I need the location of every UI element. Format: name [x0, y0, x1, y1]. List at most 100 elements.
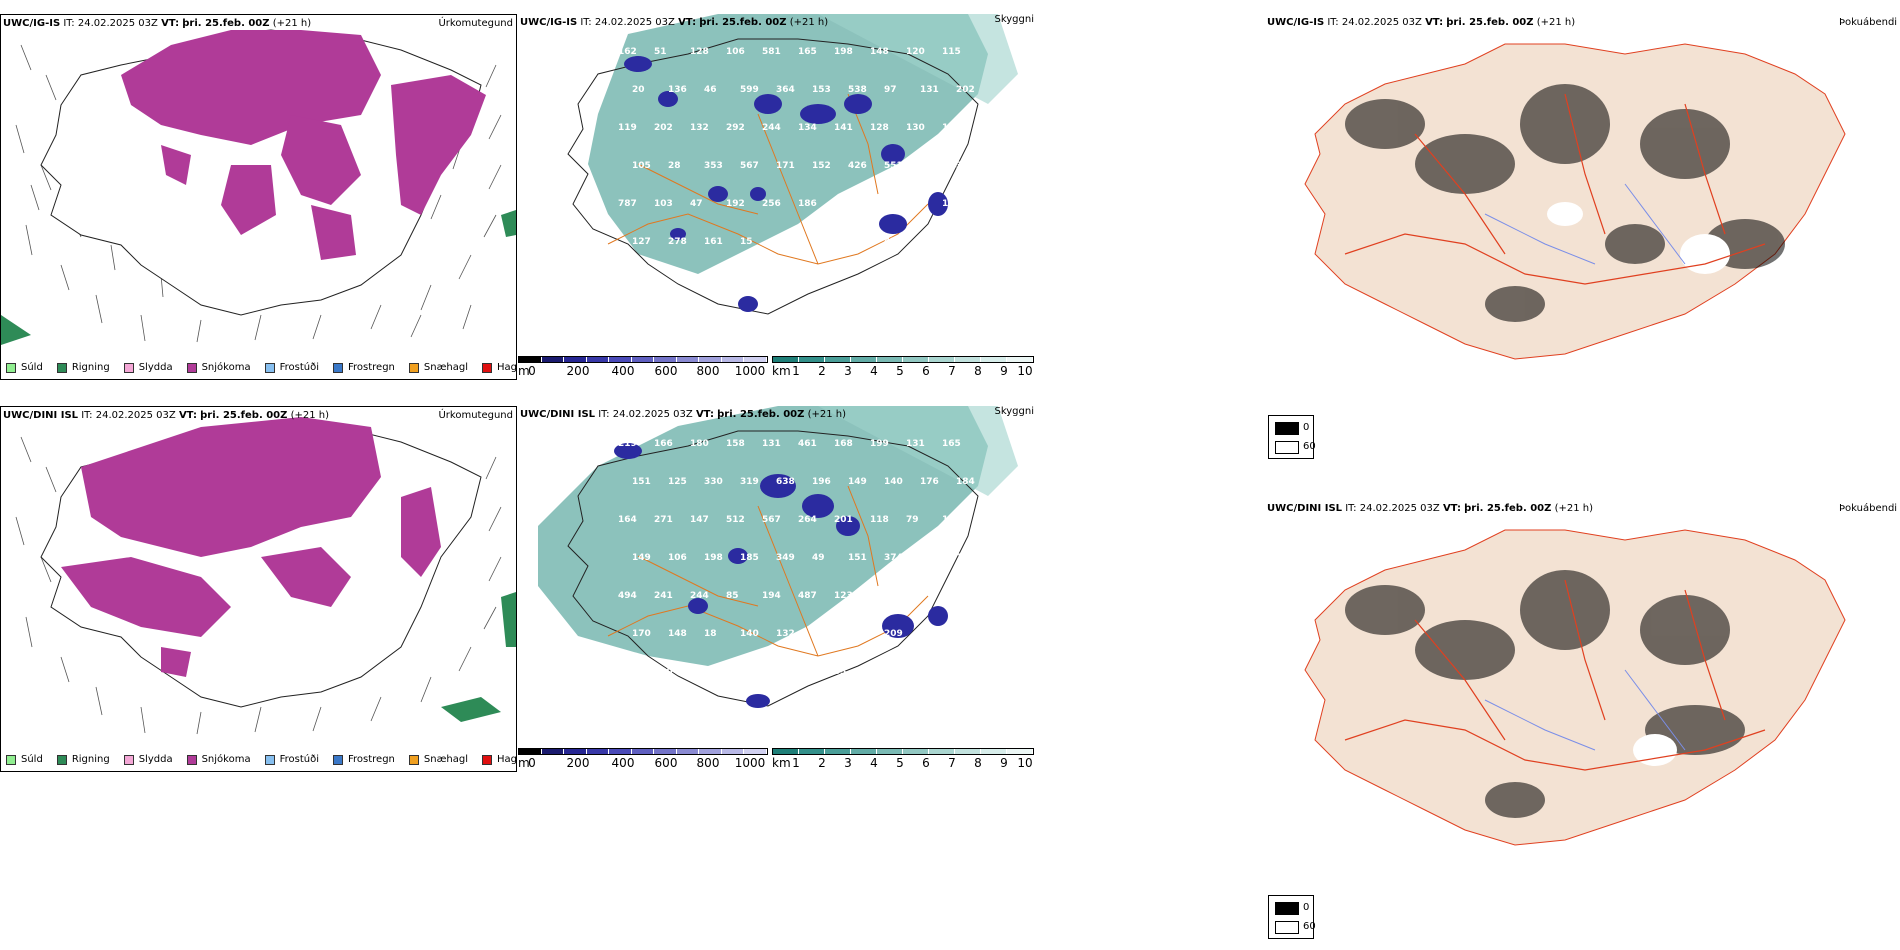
ceiling-bar: [518, 356, 768, 363]
visibility-value-label: 128: [942, 515, 961, 525]
iceland-outline: [567, 38, 979, 315]
visibility-value-label: 161: [704, 237, 723, 247]
legend-item-sudl: Súld: [6, 754, 43, 765]
visibility-value-label: 162: [618, 47, 637, 57]
visibility-value-label: 567: [740, 161, 759, 171]
panel-product-title: Þokuábendi: [1839, 17, 1898, 28]
visibility-value-label: 153: [812, 85, 831, 95]
visibility-value-label: 132: [690, 123, 709, 133]
visibility-tick: 9: [1000, 364, 1008, 378]
fog-swatch-white: [1275, 921, 1299, 934]
visibility-value-label: 112: [942, 591, 961, 601]
legend-swatch: [6, 362, 16, 373]
legend-item-rigning: Rigning: [56, 754, 110, 765]
legend-item-frostregn: Frostregn: [333, 754, 395, 765]
legend-swatch: [123, 754, 134, 765]
visibility-value-label: 494: [618, 591, 637, 601]
visibility-value-label: 414: [920, 553, 939, 563]
visibility-value-label: 551: [884, 161, 903, 171]
visibility-value-label: 165: [920, 629, 939, 639]
visibility-value-label: 15: [740, 237, 753, 247]
visibility-value-label: 171: [776, 161, 795, 171]
legend-item-haglel: Haglél: [482, 362, 516, 373]
legend-swatch: [56, 362, 67, 373]
ceiling-tick: 400: [611, 756, 635, 770]
visibility-value-label: 364: [956, 161, 975, 171]
precip-type-panel-top: UWC/IG-IS IT: 24.02.2025 03Z VT: þri. 25…: [0, 14, 517, 380]
panel-title: UWC/IG-IS IT: 24.02.2025 03Z VT: þri. 25…: [520, 17, 829, 28]
visibility-value-label: 16: [726, 275, 739, 285]
visibility-value-label: 51: [654, 47, 667, 57]
visibility-value-label: 184: [956, 477, 975, 487]
panel-title: UWC/IG-IS IT: 24.02.2025 03Z VT: þri. 25…: [1267, 17, 1576, 28]
cloud-cells: [614, 443, 948, 708]
visibility-value-label: 85: [726, 591, 739, 601]
visibility-bar: [772, 356, 1034, 363]
visibility-labels: 219 166 180 158 131 461 168 199 131 165 151 125 330 3…: [618, 439, 975, 677]
legend-item-snaehagl: Snæhagl: [408, 754, 468, 765]
visibility-value-label: 148: [870, 47, 889, 57]
visibility-value-label: 127: [632, 237, 651, 247]
visibility-value-label: 271: [654, 515, 673, 525]
ceiling-bar: [518, 748, 768, 755]
ceiling-tick: 800: [696, 756, 720, 770]
ceiling-tick: 0: [528, 364, 536, 378]
rain-areas: [1, 210, 516, 345]
visibility-bar: [772, 748, 1034, 755]
visibility-value-label: 121: [870, 199, 889, 209]
legend-swatch: [6, 754, 16, 765]
visibility-tick: 1: [792, 364, 800, 378]
teal-field: [538, 406, 988, 666]
visibility-value-label: 512: [726, 515, 745, 525]
visibility-value-label: 567: [762, 515, 781, 525]
visibility-tick: 5: [896, 364, 904, 378]
fog-swatch-white: [1275, 441, 1299, 454]
visibility-value-label: 131: [906, 439, 925, 449]
visibility-value-label: 351: [812, 629, 831, 639]
visibility-value-label: 103: [654, 199, 673, 209]
teal-field: [588, 14, 988, 274]
visibility-value-label: 132: [776, 629, 795, 639]
visibility-value-label: 33: [834, 667, 847, 677]
legend-swatch: [56, 754, 67, 765]
visibility-value-label: 264: [798, 515, 817, 525]
panel-title: UWC/DINI ISL IT: 24.02.2025 03Z VT: þri.…: [1267, 503, 1594, 514]
visibility-value-label: 157: [848, 237, 867, 247]
legend-swatch: [264, 362, 275, 373]
visibility-value-label: 164: [618, 515, 637, 525]
visibility-labels: 162 51 128 106 581 165 198 148 120 115 20 136 46 599 3…: [618, 47, 975, 285]
visibility-value-label: 135: [942, 123, 961, 133]
legend-swatch: [186, 362, 197, 373]
visibility-tick: 7: [948, 756, 956, 770]
visibility-value-label: 196: [812, 477, 831, 487]
legend-swatch: [408, 362, 419, 373]
ceiling-unit: m: [518, 364, 530, 378]
visibility-value-label: 202: [956, 85, 975, 95]
visibility-value-label: 180: [690, 439, 709, 449]
ceiling-tick: 600: [654, 364, 678, 378]
visibility-colorbar: km 1 2 3 4 5 6 7 8 9 10: [772, 748, 1036, 772]
visibility-value-label: 140: [740, 629, 759, 639]
visibility-value-label: 330: [704, 477, 723, 487]
fog-white: [1633, 734, 1677, 766]
visibility-value-label: 111: [618, 667, 637, 677]
ceiling-tick: 0: [528, 756, 536, 770]
visibility-value-label: 170: [632, 629, 651, 639]
visibility-value-label: 185: [740, 553, 759, 563]
fog-panel-bottom: UWC/DINI ISL IT: 24.02.2025 03Z VT: þri.…: [1265, 500, 1900, 895]
visibility-value-label: 152: [812, 161, 831, 171]
visibility-value-label: 41: [618, 275, 631, 285]
visibility-value-label: 131: [906, 591, 925, 601]
visibility-tick: 9: [1000, 756, 1008, 770]
visibility-value-label: 165: [942, 439, 961, 449]
panel-product-title: Skyggni: [994, 14, 1034, 25]
visibility-value-label: 638: [776, 477, 795, 487]
visibility-value-label: 87: [906, 199, 919, 209]
visibility-value-label: 73: [690, 275, 703, 285]
visibility-value-label: 364: [776, 85, 795, 95]
visibility-value-label: 125: [762, 667, 781, 677]
visibility-value-label: 148: [668, 629, 687, 639]
visibility-value-label: 256: [762, 199, 781, 209]
visibility-value-label: 319: [740, 477, 759, 487]
ceiling-colorbar: m 0 200 400 600 800 1000: [518, 748, 768, 772]
